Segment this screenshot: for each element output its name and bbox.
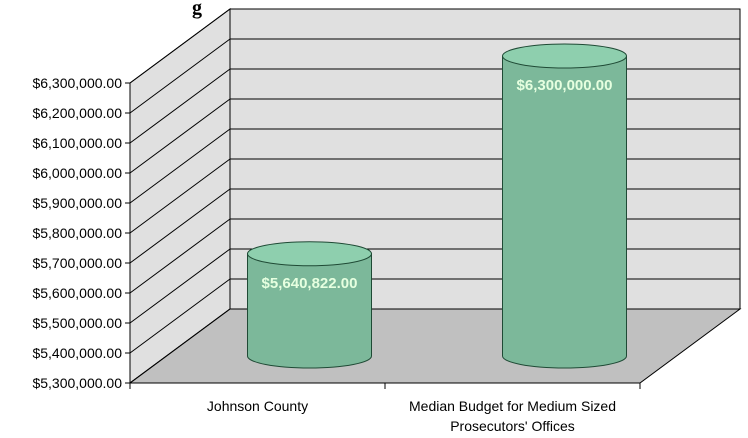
y-tick-label: $6,200,000.00 bbox=[32, 105, 122, 121]
data-label: $6,300,000.00 bbox=[517, 77, 613, 94]
chart-title-fragment: g bbox=[192, 0, 202, 19]
y-tick-label: $5,600,000.00 bbox=[32, 285, 122, 301]
bar-top bbox=[247, 241, 372, 267]
y-tick-label: $6,300,000.00 bbox=[32, 75, 122, 91]
bar bbox=[247, 241, 372, 369]
x-tick-label: Prosecutors' Offices bbox=[450, 418, 575, 433]
y-tick-label: $6,000,000.00 bbox=[32, 165, 122, 181]
floor bbox=[128, 308, 742, 384]
gridline-side bbox=[129, 158, 231, 234]
x-tick-label: Johnson County bbox=[207, 398, 308, 414]
gridline-side bbox=[129, 278, 231, 354]
gridline-side bbox=[129, 128, 231, 204]
y-tick-label: $5,400,000.00 bbox=[32, 345, 122, 361]
gridline-side bbox=[129, 188, 231, 264]
x-tick-label: Median Budget for Medium Sized bbox=[409, 398, 616, 414]
bar bbox=[502, 43, 627, 369]
gridline-side bbox=[129, 248, 231, 324]
gridline-side bbox=[129, 308, 231, 384]
y-tick-label: $5,800,000.00 bbox=[32, 225, 122, 241]
bar-body bbox=[247, 253, 372, 369]
y-tick-label: $6,100,000.00 bbox=[32, 135, 122, 151]
y-tick-label: $5,300,000.00 bbox=[32, 375, 122, 391]
gridline-side bbox=[129, 98, 231, 174]
gridline-side bbox=[129, 68, 231, 144]
gridline-side bbox=[129, 218, 231, 294]
y-tick-label: $5,500,000.00 bbox=[32, 315, 122, 331]
data-label: $5,640,822.00 bbox=[262, 275, 358, 292]
y-tick-label: $5,900,000.00 bbox=[32, 195, 122, 211]
y-tick-label: $5,700,000.00 bbox=[32, 255, 122, 271]
bar-top bbox=[502, 43, 627, 69]
bar-body bbox=[502, 55, 627, 369]
gridline-side bbox=[129, 38, 231, 114]
gridline-side bbox=[129, 8, 231, 84]
